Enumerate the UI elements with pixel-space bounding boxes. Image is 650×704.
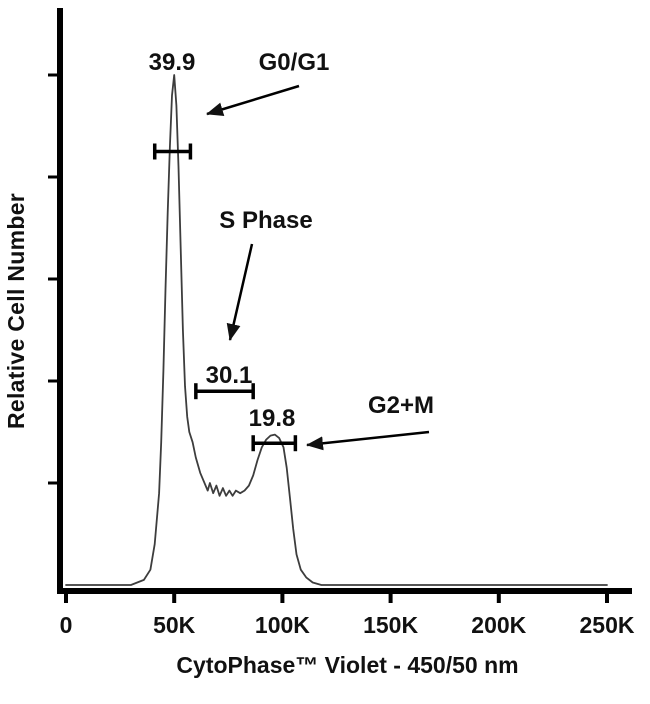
x-tick-label-0: 0	[60, 612, 73, 638]
chart-layer: 0 50K 100K 150K 200K 250K 39.9 30.1 19.8 G0/G1 S P…	[48, 8, 635, 638]
x-tick-label-200k: 200K	[471, 612, 526, 638]
annotation-label-s-phase: S Phase	[219, 207, 312, 234]
y-axis-label: Relative Cell Number	[3, 192, 29, 430]
x-axis-tick	[496, 594, 501, 603]
annotation-arrow-g0-g1	[206, 84, 300, 117]
x-axis-label: CytoPhase™ Violet - 450/50 nm	[176, 652, 519, 678]
x-tick-label-50k: 50K	[153, 612, 196, 638]
y-axis-tick	[48, 379, 57, 383]
y-axis-tick	[48, 277, 57, 281]
y-axis-tick	[48, 481, 57, 485]
gate-percent-g2-m: 19.8	[249, 405, 296, 432]
x-axis-tick	[64, 594, 68, 603]
gate-percent-s-phase: 30.1	[206, 362, 253, 389]
x-axis-tick	[280, 594, 285, 603]
x-tick-label-250k: 250K	[580, 612, 635, 638]
x-axis-tick	[172, 594, 177, 603]
annotation-arrow-s-phase	[226, 243, 254, 341]
y-axis-tick	[48, 73, 57, 77]
annotation-arrow-g2-m	[306, 430, 430, 451]
y-axis-tick	[48, 175, 57, 179]
y-axis-line	[57, 8, 63, 594]
x-tick-label-150k: 150K	[363, 612, 418, 638]
x-tick-label-100k: 100K	[255, 612, 310, 638]
annotation-label-g0-g1: G0/G1	[259, 49, 330, 76]
histogram-curve	[65, 74, 608, 586]
x-axis-tick	[605, 594, 609, 603]
annotation-label-g2-m: G2+M	[368, 392, 434, 419]
x-axis-tick	[388, 594, 393, 603]
x-axis-line	[57, 588, 632, 594]
gate-percent-g0-g1: 39.9	[149, 49, 196, 76]
